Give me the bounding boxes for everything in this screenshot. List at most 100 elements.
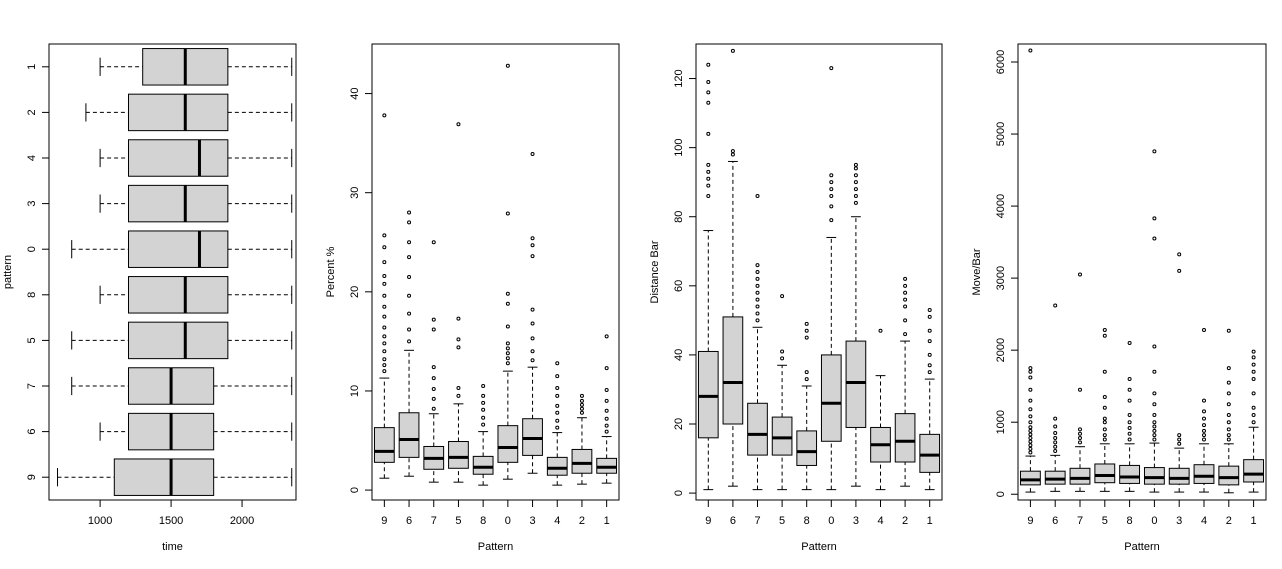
outlier-point: [706, 62, 711, 67]
outlier-point: [903, 318, 908, 323]
outlier-point: [431, 317, 436, 322]
x-tick-label: 8: [480, 515, 486, 527]
outlier-point: [456, 385, 461, 390]
x-tick-label: 3: [853, 515, 859, 527]
outlier-point: [829, 180, 834, 185]
box-iqr: [497, 425, 519, 463]
plot-panel-1: 1000 1500 2000 1 2 4 3 0 8 5 7 6 9 time pattern: [2, 43, 297, 553]
box-iqr: [1193, 464, 1215, 484]
box-4: [546, 361, 568, 486]
x-tick-label: 9: [381, 515, 387, 527]
outlier-point: [1053, 431, 1058, 436]
outlier-point: [1028, 428, 1033, 433]
outlier-point: [456, 393, 461, 398]
y-axis-label: pattern: [2, 255, 14, 289]
outlier-point: [505, 63, 510, 68]
outlier-point: [1152, 420, 1157, 425]
outlier-point: [456, 345, 461, 350]
outlier-point: [706, 176, 711, 181]
x-tick-label: 1500: [159, 515, 183, 527]
outlier-point: [530, 236, 535, 241]
outlier-point: [1102, 427, 1107, 432]
outlier-point: [481, 384, 486, 388]
x-tick-label: 0: [505, 515, 511, 527]
outlier-point: [505, 324, 510, 329]
outlier-point: [604, 366, 609, 371]
outlier-point: [927, 314, 932, 319]
outlier-point: [382, 314, 387, 319]
outlier-point: [853, 166, 858, 171]
y-tick-label: 2000: [995, 338, 1007, 362]
outlier-point: [1127, 412, 1132, 417]
outlier-point: [1028, 439, 1033, 444]
outlier-point: [1078, 272, 1082, 277]
outlier-point: [1251, 412, 1256, 417]
y-tick-label: 20: [673, 418, 685, 430]
x-tick-label: 5: [455, 515, 461, 527]
box-1: [919, 308, 941, 491]
outlier-point: [755, 276, 760, 281]
y-tick-label: 4: [26, 155, 38, 161]
box-7: [1069, 272, 1091, 492]
box-1: [99, 48, 293, 86]
outlier-point: [1102, 394, 1107, 399]
outlier-point: [1177, 252, 1182, 257]
outlier-point: [1152, 344, 1157, 349]
x-tick-label: 7: [754, 515, 760, 527]
outlier-point: [1202, 433, 1206, 438]
outlier-point: [382, 293, 387, 298]
x-axis-label: Pattern: [801, 541, 836, 553]
x-tick-label: 2: [902, 515, 908, 527]
outlier-point: [706, 162, 711, 167]
outlier-point: [1102, 405, 1107, 410]
outlier-point: [1251, 369, 1256, 374]
outlier-point: [505, 341, 510, 346]
x-tick-label: 1000: [88, 515, 112, 527]
outlier-point: [456, 337, 461, 342]
outlier-point: [1028, 387, 1033, 392]
outlier-point: [1152, 402, 1157, 407]
outlier-point: [1152, 424, 1157, 429]
outlier-point: [604, 429, 609, 434]
outlier-point: [730, 48, 735, 53]
outlier-point: [903, 290, 908, 295]
x-tick-label: 9: [1027, 515, 1033, 527]
outlier-point: [1102, 420, 1107, 425]
outlier-point: [431, 396, 436, 401]
outlier-point: [853, 194, 858, 198]
box-3: [1168, 252, 1190, 493]
x-tick-label: 3: [529, 515, 535, 527]
box-4: [1193, 327, 1215, 493]
outlier-point: [530, 152, 535, 157]
y-tick-label: 20: [349, 286, 361, 298]
y-tick-label: 120: [673, 69, 685, 87]
outlier-point: [407, 339, 412, 344]
box-6: [1044, 303, 1066, 492]
outlier-point: [1028, 450, 1033, 455]
outlier-point: [1251, 355, 1256, 360]
outlier-point: [1226, 412, 1231, 417]
outlier-point: [1226, 433, 1231, 438]
outlier-point: [730, 149, 735, 154]
box-2: [894, 276, 916, 487]
outlier-point: [505, 291, 510, 296]
outlier-point: [1127, 425, 1132, 430]
box-2: [571, 393, 593, 485]
outlier-point: [431, 327, 436, 332]
outlier-point: [1028, 366, 1033, 371]
box-8: [472, 384, 494, 486]
outlier-point: [579, 402, 584, 407]
outlier-point: [407, 240, 412, 245]
outlier-point: [481, 393, 486, 398]
box-iqr: [697, 350, 719, 439]
outlier-point: [1226, 366, 1231, 371]
outlier-point: [382, 357, 387, 362]
y-tick-label: 2: [26, 109, 38, 115]
outlier-point: [1028, 407, 1033, 412]
outlier-point: [853, 173, 858, 178]
box-iqr: [127, 321, 229, 360]
x-tick-label: 8: [804, 515, 810, 527]
box-5: [448, 122, 469, 483]
outlier-point: [530, 358, 535, 363]
x-tick-label: 2: [1226, 515, 1232, 527]
